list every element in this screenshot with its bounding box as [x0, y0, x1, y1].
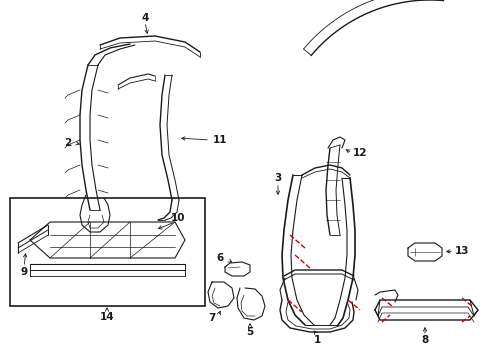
Text: 13: 13: [454, 246, 468, 256]
Text: 7: 7: [208, 313, 215, 323]
Bar: [10, 198, 204, 306]
Text: 9: 9: [20, 267, 27, 277]
Text: 8: 8: [421, 335, 428, 345]
Text: 4: 4: [141, 13, 148, 23]
Text: 10: 10: [170, 213, 185, 223]
Text: 6: 6: [216, 253, 223, 263]
Text: 5: 5: [246, 327, 253, 337]
Text: 3: 3: [274, 173, 281, 183]
Text: 11: 11: [212, 135, 227, 145]
Text: 12: 12: [352, 148, 366, 158]
Text: 14: 14: [100, 312, 114, 322]
Text: 2: 2: [64, 138, 71, 148]
Text: 1: 1: [313, 335, 320, 345]
